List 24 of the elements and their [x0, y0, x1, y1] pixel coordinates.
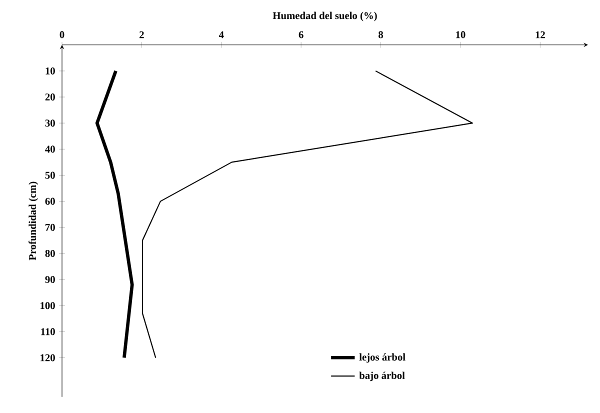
x-tick-label: 4 [218, 31, 224, 38]
legend-label: lejos árbol [359, 353, 406, 363]
y-tick-label: 110 [41, 328, 55, 336]
x-tick-label: 6 [298, 31, 304, 38]
y-tick-label: 10 [46, 67, 55, 74]
y-tick-label: 30 [45, 120, 55, 127]
y-tick-label: 120 [40, 354, 55, 362]
x-tick-label: 0 [60, 31, 64, 38]
line-series [95, 69, 134, 360]
y-tick-label: 50 [45, 172, 55, 179]
y-tick-label: 70 [46, 224, 55, 231]
y-tick-label: 20 [45, 94, 55, 101]
y-tick-label: 60 [45, 198, 55, 205]
x-tick-label: 8 [378, 31, 384, 38]
y-axis-title: Profundidad (cm) [28, 182, 38, 260]
x-tick-label: 2 [140, 31, 144, 38]
y-tick-label: 90 [45, 276, 55, 284]
y-tick-label: 40 [45, 146, 55, 153]
y-tick-label: 80 [45, 250, 55, 257]
x-tick-label: 10 [456, 31, 466, 38]
x-axis-title: Humedad del suelo (%) [272, 12, 377, 22]
y-tick-label: 100 [40, 302, 55, 310]
legend-label: bajo árbol [359, 372, 405, 382]
x-tick-label: 12 [536, 31, 545, 38]
